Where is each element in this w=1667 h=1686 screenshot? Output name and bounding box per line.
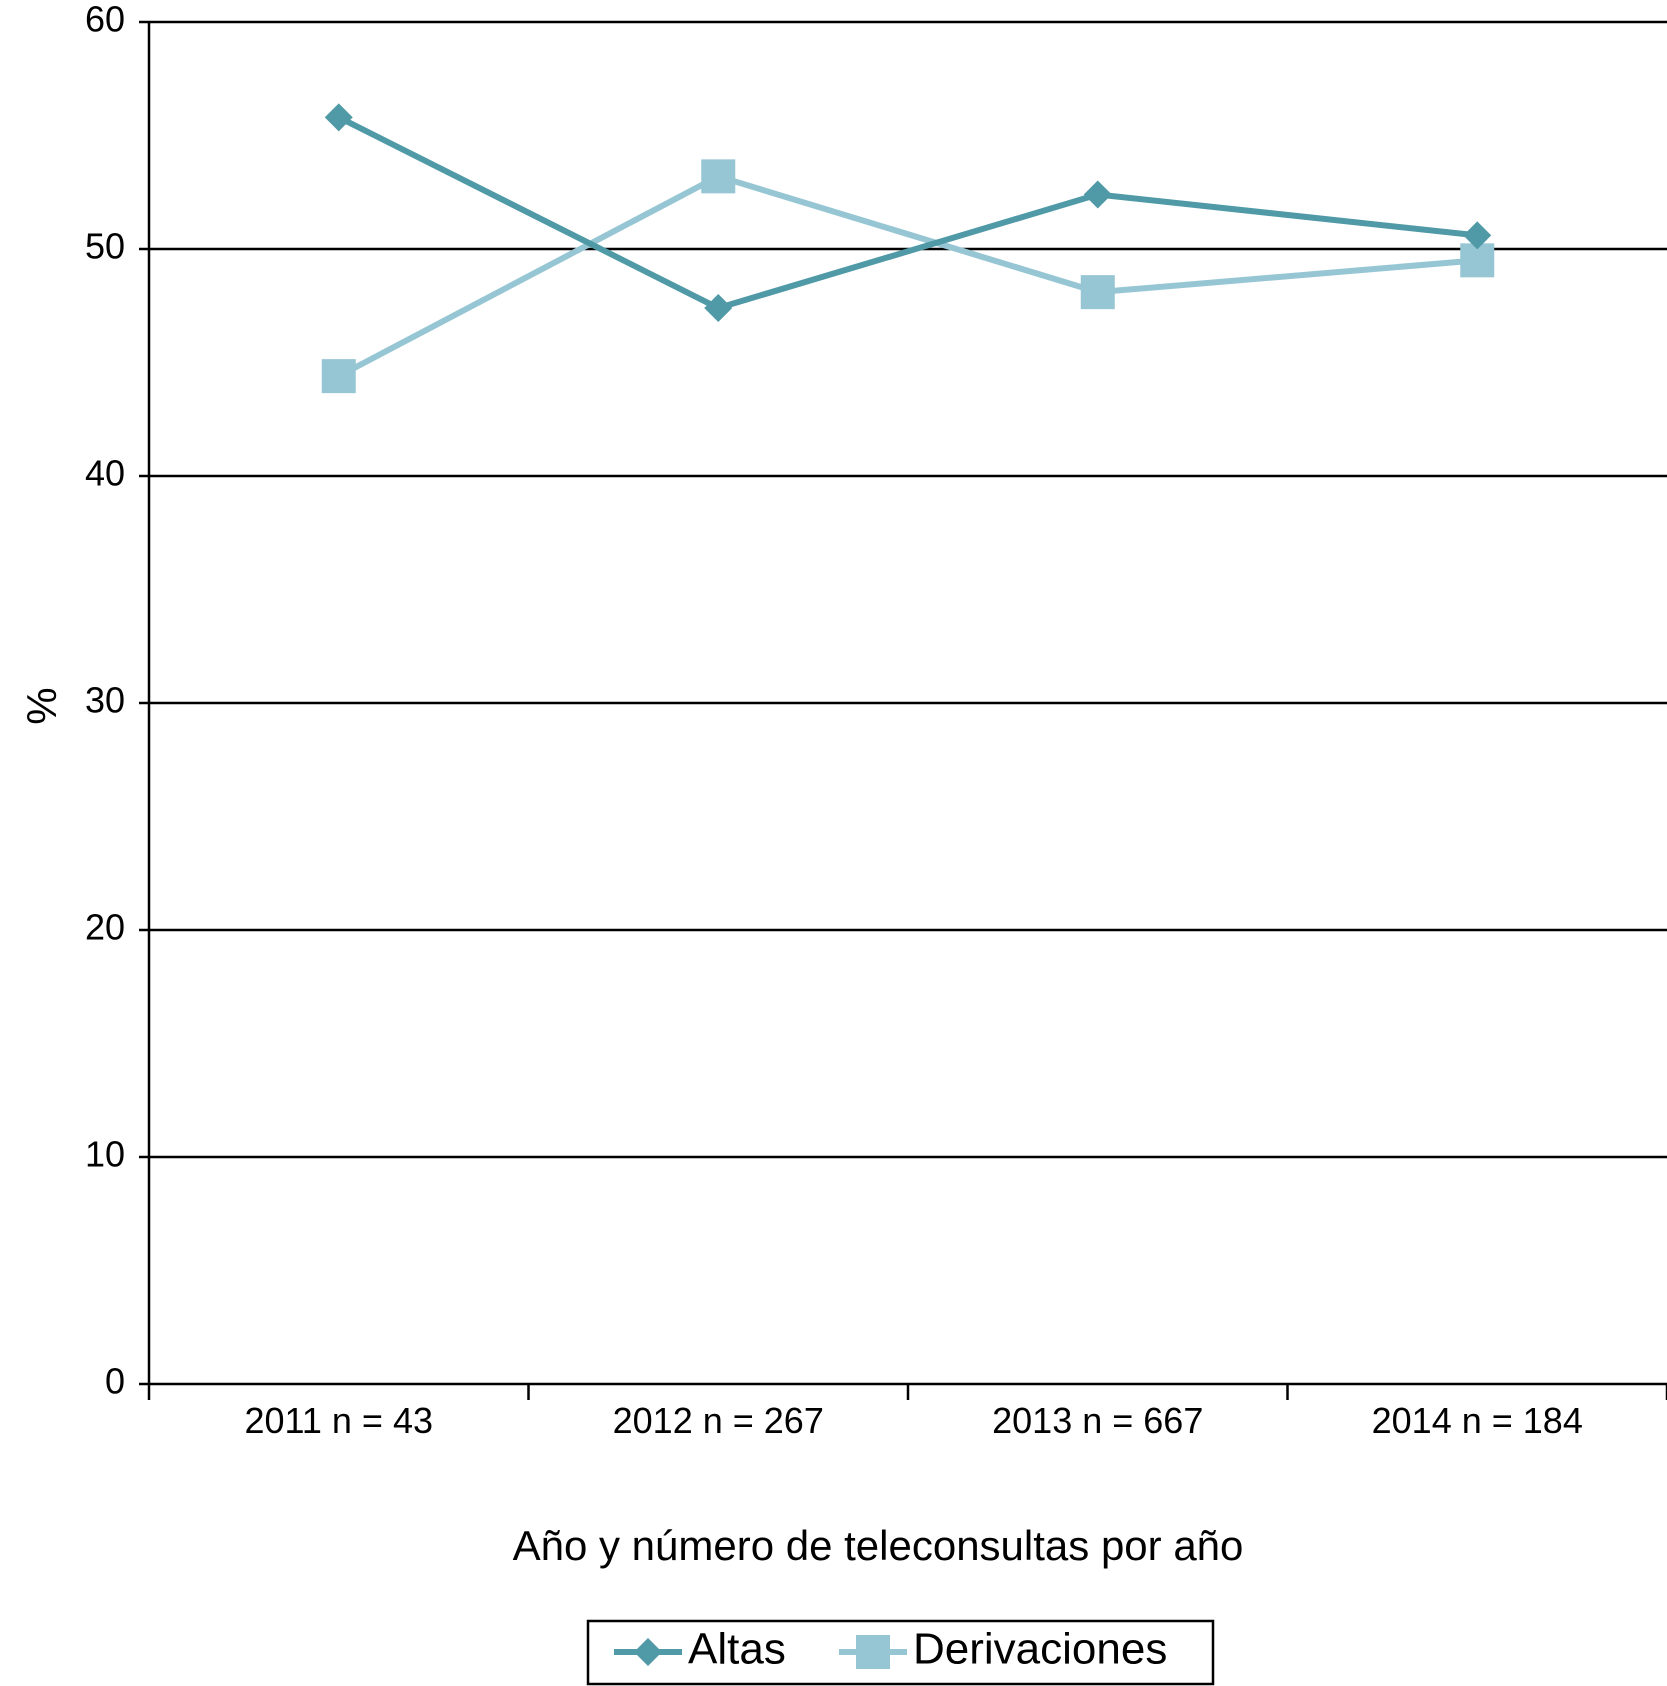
y-tick-label: 20 <box>85 907 125 948</box>
legend-label: Derivaciones <box>913 1625 1167 1674</box>
x-tick-label: 2011 n = 43 <box>244 1400 433 1441</box>
y-tick-label: 30 <box>85 680 125 721</box>
y-tick-label: 50 <box>85 226 125 267</box>
legend-item-derivaciones: Derivaciones <box>839 1625 1167 1674</box>
data-point <box>701 159 736 194</box>
data-point <box>1080 275 1115 310</box>
series-line <box>337 173 1478 379</box>
series <box>321 103 1495 394</box>
y-tick-label: 40 <box>85 453 125 494</box>
legend-swatch-marker <box>856 1635 890 1669</box>
y-tick-label: 60 <box>85 0 125 40</box>
legend: Altas Derivaciones <box>586 1619 1215 1686</box>
x-tick-labels: 2011 n = 43 2012 n = 267 2013 n = 667 2014 … <box>244 1400 1582 1441</box>
legend-swatch-marker <box>634 1638 662 1666</box>
y-axis-title: % <box>18 687 65 724</box>
x-tick-label: 2012 n = 267 <box>613 1400 824 1441</box>
x-axis-title: Año y número de teleconsultas por año <box>513 1522 1244 1569</box>
data-point <box>1083 180 1112 209</box>
x-tick-label: 2013 n = 667 <box>992 1400 1203 1441</box>
data-point <box>704 294 733 323</box>
legend-item-altas: Altas <box>614 1625 786 1674</box>
y-tick-labels: 0 10 20 30 40 50 60 <box>85 0 125 1402</box>
y-tick-label: 10 <box>85 1134 125 1175</box>
data-point <box>324 103 353 132</box>
x-tick-label: 2014 n = 184 <box>1372 1400 1583 1441</box>
data-point <box>1463 221 1492 250</box>
axes <box>147 22 1667 1386</box>
data-point <box>321 359 356 394</box>
series-altas <box>324 103 1492 323</box>
gridlines <box>139 20 1667 1400</box>
series-line <box>337 114 1478 312</box>
y-tick-label: 0 <box>105 1361 125 1402</box>
legend-label: Altas <box>688 1625 786 1674</box>
